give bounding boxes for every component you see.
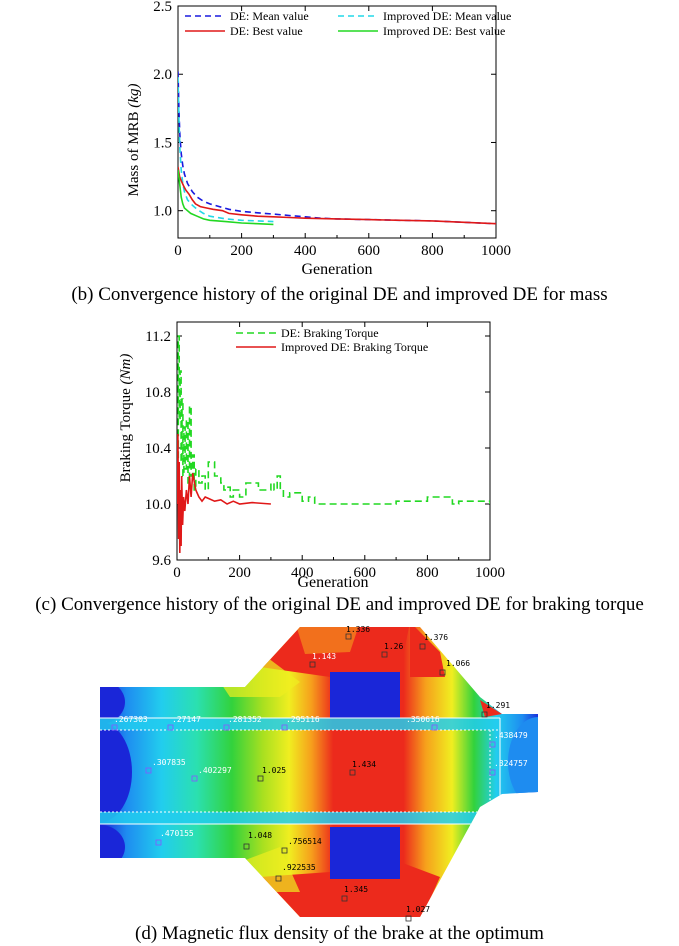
flux-label: 1.027 <box>405 905 430 922</box>
x-tick-label: 400 <box>291 565 314 581</box>
svg-text:.922535: .922535 <box>282 863 316 872</box>
svg-text:.402297: .402297 <box>198 766 232 775</box>
x-tick-label: 1000 <box>475 565 505 581</box>
y-tick-label: 10.0 <box>145 497 171 513</box>
flux-label: .281352 <box>223 715 262 731</box>
flux-label: 1.376 <box>419 633 448 650</box>
y-tick-label: 10.4 <box>145 441 172 457</box>
series-line-2 <box>178 76 274 223</box>
x-tick-label: 0 <box>174 243 182 259</box>
svg-text:1.26: 1.26 <box>384 642 403 651</box>
svg-text:1.027: 1.027 <box>406 905 430 914</box>
flux-label: .27147 <box>167 715 201 731</box>
flux-label: 1.26 <box>381 642 403 658</box>
flux-label: 1.434 <box>349 760 376 776</box>
series-line-4 <box>178 169 274 226</box>
svg-text:.307835: .307835 <box>152 758 186 767</box>
flux-label: 1.066 <box>439 659 470 676</box>
x-tick-label: 0 <box>173 565 181 581</box>
plot-frame <box>176 321 491 561</box>
flux-label: 1.345 <box>341 885 368 902</box>
series-line-1 <box>178 71 496 225</box>
x-tick-label: 600 <box>354 565 377 581</box>
figure-d-caption: (d) Magnetic flux density of the brake a… <box>135 923 544 944</box>
y-tick-label: 11.2 <box>145 329 171 345</box>
x-tick-label: 800 <box>421 243 444 259</box>
x-tick-label: 200 <box>228 565 251 581</box>
svg-text:1.048: 1.048 <box>248 831 272 840</box>
legend-label: Improved DE: Braking Torque <box>281 340 428 354</box>
svg-text:.350616: .350616 <box>406 715 440 724</box>
flux-label: 1.048 <box>243 831 272 850</box>
chart-b-xlabel: Generation <box>301 261 372 278</box>
svg-text:.324757: .324757 <box>494 759 528 768</box>
y-tick-label: 2.0 <box>153 67 172 83</box>
legend-label: DE: Best value <box>230 24 303 38</box>
flux-label: 1.336 <box>345 625 370 640</box>
legend-label: DE: Braking Torque <box>281 326 379 340</box>
y-tick-label: 1.5 <box>153 135 172 151</box>
flux-value-labels: 1.336 1.26 1.376 1.143 1.066 1.291 .2673… <box>111 625 528 922</box>
svg-text:1.376: 1.376 <box>424 633 448 642</box>
figure-c-caption: (c) Convergence history of the original … <box>35 594 644 615</box>
series-line-2 <box>177 433 271 554</box>
svg-text:1.291: 1.291 <box>486 701 510 710</box>
y-tick-label: 10.8 <box>145 385 171 401</box>
torque-convergence-chart: 0 200 400 600 800 1000 9.6 10.0 10.4 10.8 11.2 DE: … <box>118 321 505 591</box>
chart-c-xlabel: Generation <box>297 574 368 591</box>
legend-label: Improved DE: Mean value <box>383 9 511 23</box>
x-tick-label: 200 <box>230 243 253 259</box>
flux-label: 1.025 <box>257 766 286 782</box>
flux-label: .267303 <box>111 715 148 731</box>
svg-text:.27147: .27147 <box>172 715 201 724</box>
flux-label: .470155 <box>155 829 194 846</box>
flux-label: .756514 <box>281 837 322 854</box>
y-tick-label: 2.5 <box>153 0 172 15</box>
y-tick-label: 1.0 <box>153 204 172 220</box>
flux-label: .402297 <box>191 766 232 782</box>
chart-b-ylabel-unit: (kg) <box>126 84 142 108</box>
flux-label: 1.291 <box>481 701 510 718</box>
chart-c-ylabel-unit: (Nm) <box>118 354 134 385</box>
svg-text:.295116: .295116 <box>286 715 320 724</box>
chart-b-ylabel-main: Mass of MRB <box>126 111 142 196</box>
legend-label: Improved DE: Best value <box>383 24 505 38</box>
series-line-3 <box>178 166 496 225</box>
x-tick-label: 600 <box>358 243 381 259</box>
flux-label: .438479 <box>489 731 528 748</box>
flux-label: .324757 <box>489 759 528 776</box>
flux-label: .922535 <box>275 863 316 882</box>
series-line-1 <box>177 335 490 505</box>
svg-text:.438479: .438479 <box>494 731 528 740</box>
flux-density-contour-plot: 1.336 1.26 1.376 1.143 1.066 1.291 .2673… <box>100 625 538 922</box>
plot-frame <box>177 5 497 239</box>
svg-text:.281352: .281352 <box>228 715 262 724</box>
svg-text:1.143: 1.143 <box>312 652 336 661</box>
svg-text:.756514: .756514 <box>288 837 322 846</box>
svg-text:1.025: 1.025 <box>262 766 286 775</box>
svg-text:1.066: 1.066 <box>446 659 470 668</box>
x-tick-label: 400 <box>294 243 317 259</box>
chart-c-ylabel-main: Braking Torque <box>118 388 134 482</box>
svg-text:1.345: 1.345 <box>344 885 368 894</box>
flux-label: 1.143 <box>309 652 336 668</box>
flux-label: .295116 <box>281 715 320 731</box>
mass-convergence-chart: 0 200 400 600 800 1000 1.0 1.5 2.0 2.5 DE: Mean va… <box>126 0 511 278</box>
svg-text:.470155: .470155 <box>160 829 194 838</box>
svg-text:1.434: 1.434 <box>352 760 376 769</box>
svg-text:1.336: 1.336 <box>346 625 370 634</box>
svg-text:.267303: .267303 <box>114 715 148 724</box>
flux-label: .307835 <box>145 758 186 774</box>
flux-label: .350616 <box>406 715 440 731</box>
chart-c-ylabel: Braking Torque (Nm) <box>118 354 134 483</box>
chart-b-ylabel: Mass of MRB (kg) <box>126 84 142 197</box>
figure-b-caption: (b) Convergence history of the original … <box>71 284 608 305</box>
x-tick-label: 800 <box>416 565 439 581</box>
legend-label: DE: Mean value <box>230 9 309 23</box>
y-tick-label: 9.6 <box>152 553 171 569</box>
x-tick-label: 1000 <box>481 243 511 259</box>
